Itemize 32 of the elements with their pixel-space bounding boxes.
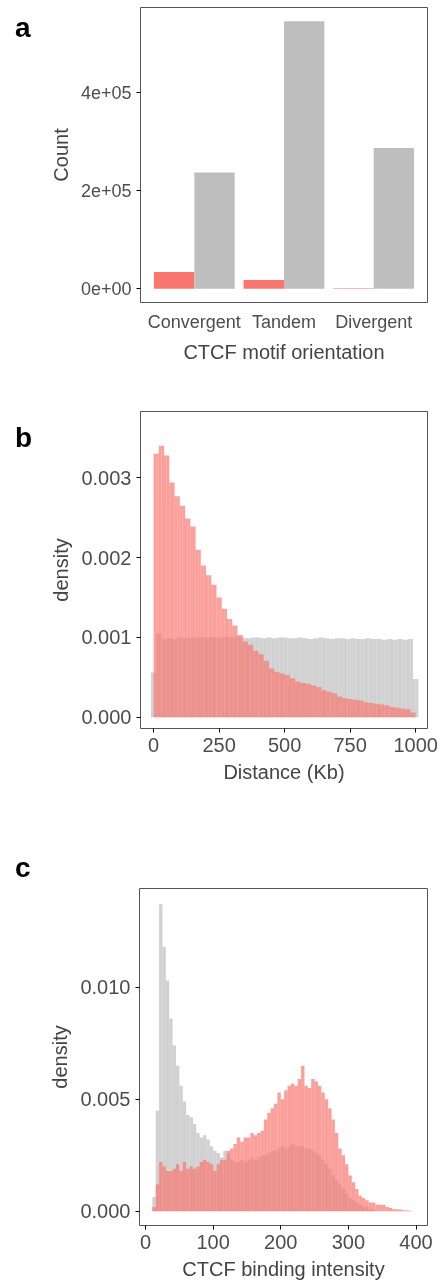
y-tick-label: 0.002	[81, 546, 132, 569]
y-axis-title: Count	[49, 127, 72, 182]
x-tick-label: Convergent	[147, 311, 241, 332]
x-tick-label: 400	[399, 1230, 433, 1253]
y-axis-title: density	[50, 538, 73, 602]
x-tick-label: 500	[267, 733, 302, 756]
y-tick-label: 0.001	[81, 626, 132, 649]
chart-title: c	[15, 851, 31, 885]
x-tick-label: 0	[148, 733, 160, 756]
chart-title: b	[15, 421, 33, 455]
y-tick-label: 0.003	[81, 466, 132, 489]
y-tick-label: 0.005	[80, 1088, 131, 1111]
chart-title: a	[15, 11, 31, 45]
x-tick-label: 250	[202, 733, 236, 756]
y-tick-label: 0e+00	[80, 279, 132, 300]
x-tick-label: 1000	[393, 733, 438, 756]
y-tick-label: 2e+05	[80, 181, 132, 202]
x-tick-label: 100	[196, 1230, 230, 1253]
x-axis-title: CTCF binding intensity	[182, 1257, 385, 1280]
x-axis-title: Distance (Kb)	[223, 760, 345, 783]
y-tick-label: 0.000	[81, 706, 132, 729]
x-tick-label: Tandem	[251, 311, 317, 332]
x-axis-title: CTCF motif orientation	[183, 340, 385, 363]
x-tick-label: 0	[140, 1230, 152, 1253]
x-tick-label: Divergent	[335, 311, 413, 332]
x-tick-label: 750	[333, 733, 367, 756]
y-tick-label: 0.010	[80, 976, 131, 999]
y-tick-label: 0.000	[80, 1200, 131, 1223]
x-tick-label: 200	[264, 1230, 298, 1253]
y-axis-title: density	[49, 1025, 72, 1089]
x-tick-label: 300	[331, 1230, 366, 1253]
y-tick-label: 4e+05	[80, 82, 132, 103]
